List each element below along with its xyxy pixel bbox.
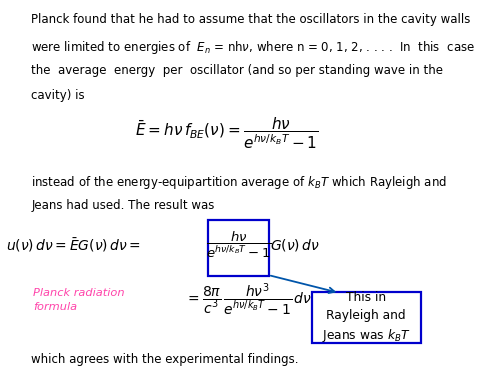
Text: instead of the energy-equipartition average of $k_BT$ which Rayleigh and: instead of the energy-equipartition aver… [32,174,447,191]
Text: which agrees with the experimental findings.: which agrees with the experimental findi… [32,353,299,366]
Text: This in
Rayleigh and
Jeans was $k_BT$: This in Rayleigh and Jeans was $k_BT$ [322,291,411,344]
Text: the  average  energy  per  oscillator (and so per standing wave in the: the average energy per oscillator (and s… [32,64,443,76]
Text: Jeans had used. The result was: Jeans had used. The result was [32,199,215,212]
Text: $\dfrac{h\nu}{e^{h\nu/k_BT}-1}$: $\dfrac{h\nu}{e^{h\nu/k_BT}-1}$ [206,230,272,260]
Text: $\bar{E} = h\nu \, f_{BE}(\nu) = \dfrac{h\nu}{e^{h\nu/k_BT} - 1}$: $\bar{E} = h\nu \, f_{BE}(\nu) = \dfrac{… [135,116,318,151]
Text: $G(\nu)\,d\nu$: $G(\nu)\,d\nu$ [271,237,320,253]
Text: $= \dfrac{8\pi}{c^3}\,\dfrac{h\nu^3}{e^{h\nu/k_BT}-1}\,d\nu$: $= \dfrac{8\pi}{c^3}\,\dfrac{h\nu^3}{e^{… [185,281,312,318]
FancyBboxPatch shape [312,292,421,343]
Text: cavity) is: cavity) is [32,89,85,102]
FancyBboxPatch shape [209,220,269,276]
Text: Planck radiation
formula: Planck radiation formula [34,288,125,312]
Text: $u(\nu)\,d\nu = \bar{E}G(\nu)\,d\nu =$: $u(\nu)\,d\nu = \bar{E}G(\nu)\,d\nu =$ [6,236,141,254]
FancyArrowPatch shape [271,276,335,293]
Text: Planck found that he had to assume that the oscillators in the cavity walls: Planck found that he had to assume that … [32,14,471,26]
Text: were limited to energies of  $E_n$ = nh$\nu$, where n = 0, 1, 2, . . . .  In  th: were limited to energies of $E_n$ = nh$\… [32,38,475,56]
